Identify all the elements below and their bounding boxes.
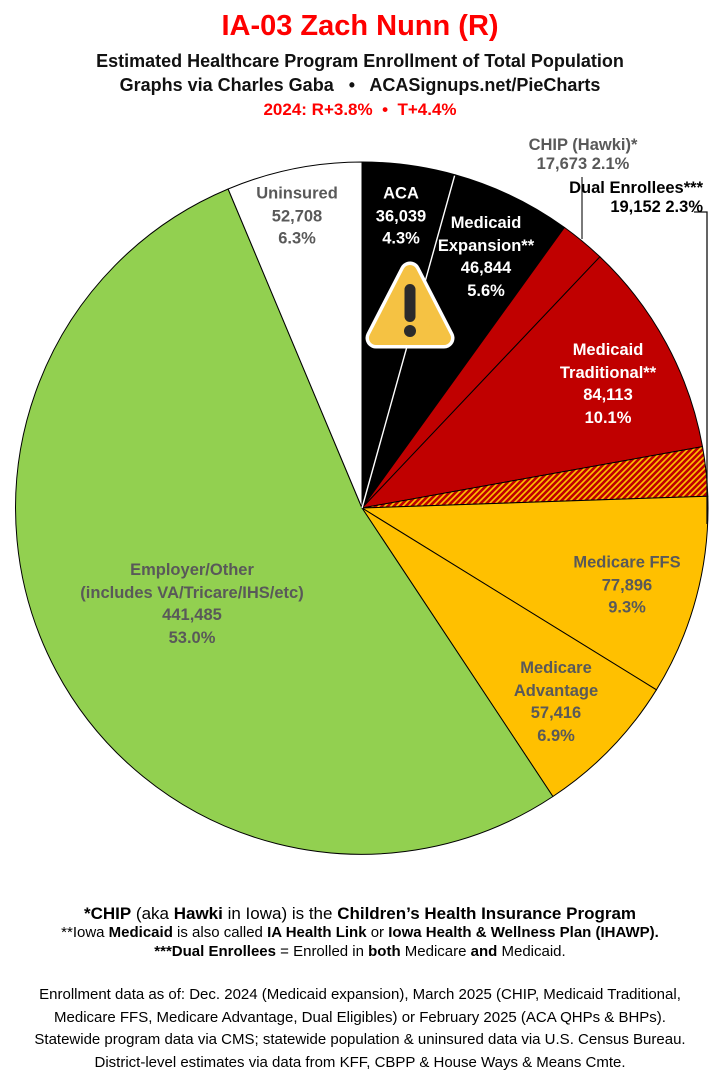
attribution-line: Graphs via Charles Gaba • ACASignups.net… xyxy=(119,75,601,95)
note-line: Enrollment data as of: Dec. 2024 (Medica… xyxy=(39,986,681,1003)
pie-slice-employer-other[interactable] xyxy=(15,188,554,855)
note-line: Statewide program data via CMS; statewid… xyxy=(34,1031,686,1048)
footnote-text: Medicare xyxy=(400,942,471,960)
pie-slice-medicaid-traditional[interactable] xyxy=(361,256,703,509)
footnote-text: (aka xyxy=(131,904,174,923)
footnote-bold-text: IA Health Link xyxy=(267,924,367,941)
dual-enrollees-leader-line xyxy=(694,211,708,524)
footnote-bold-text: *CHIP xyxy=(83,904,132,923)
footnote-medicaid: **Iowa Medicaid is also called IA Health… xyxy=(0,924,720,943)
pie-slices-group xyxy=(15,161,709,855)
warning-icon xyxy=(365,261,455,349)
partisan-lean-line: 2024: R+3.8% • T+4.4% xyxy=(263,100,457,119)
footnote-bold-text: Iowa Health & Wellness Plan (IHAWP). xyxy=(388,924,659,941)
leader-lines-group xyxy=(581,177,708,524)
footnote-text: or xyxy=(366,924,389,941)
warning-exclamation-dot xyxy=(404,325,416,337)
pie-slice-medicare-ffs[interactable] xyxy=(361,495,709,691)
footnotes-block: *CHIP (aka Hawki in Iowa) is the Childre… xyxy=(0,903,720,961)
page-title: IA-03 Zach Nunn (R) xyxy=(221,10,499,42)
footnote-text: = Enrolled in xyxy=(276,942,369,960)
footnote-text: Medicaid. xyxy=(497,942,566,960)
warning-exclamation-bar xyxy=(404,284,416,322)
pie-slice-medicare-advantage[interactable] xyxy=(361,507,657,797)
note-line: Medicare FFS, Medicare Advantage, Dual E… xyxy=(54,1008,666,1026)
footnote-text: is also called xyxy=(172,924,268,941)
note-line: District-level estimates via data from K… xyxy=(94,1053,626,1070)
footnote-text: **Iowa xyxy=(61,924,109,941)
footnote-text: in Iowa) is the xyxy=(222,904,338,923)
footnote-bold-text: Hawki xyxy=(173,904,223,923)
footnote-bold-text: both xyxy=(368,942,401,960)
source-notes-block: Enrollment data as of: Dec. 2024 (Medica… xyxy=(0,984,720,1070)
footnote-bold-text: and xyxy=(470,942,498,960)
pie-slice-uninsured[interactable] xyxy=(227,161,363,509)
footnote-bold-text: Medicaid xyxy=(108,924,173,941)
footnote-dual: ***Dual Enrollees = Enrolled in both Med… xyxy=(0,943,720,962)
page-subtitle: Estimated Healthcare Program Enrollment … xyxy=(96,51,624,71)
footnote-chip: *CHIP (aka Hawki in Iowa) is the Childre… xyxy=(0,903,720,924)
footnote-bold-text: Children’s Health Insurance Program xyxy=(337,904,637,923)
footnote-bold-text: ***Dual Enrollees xyxy=(154,942,276,960)
